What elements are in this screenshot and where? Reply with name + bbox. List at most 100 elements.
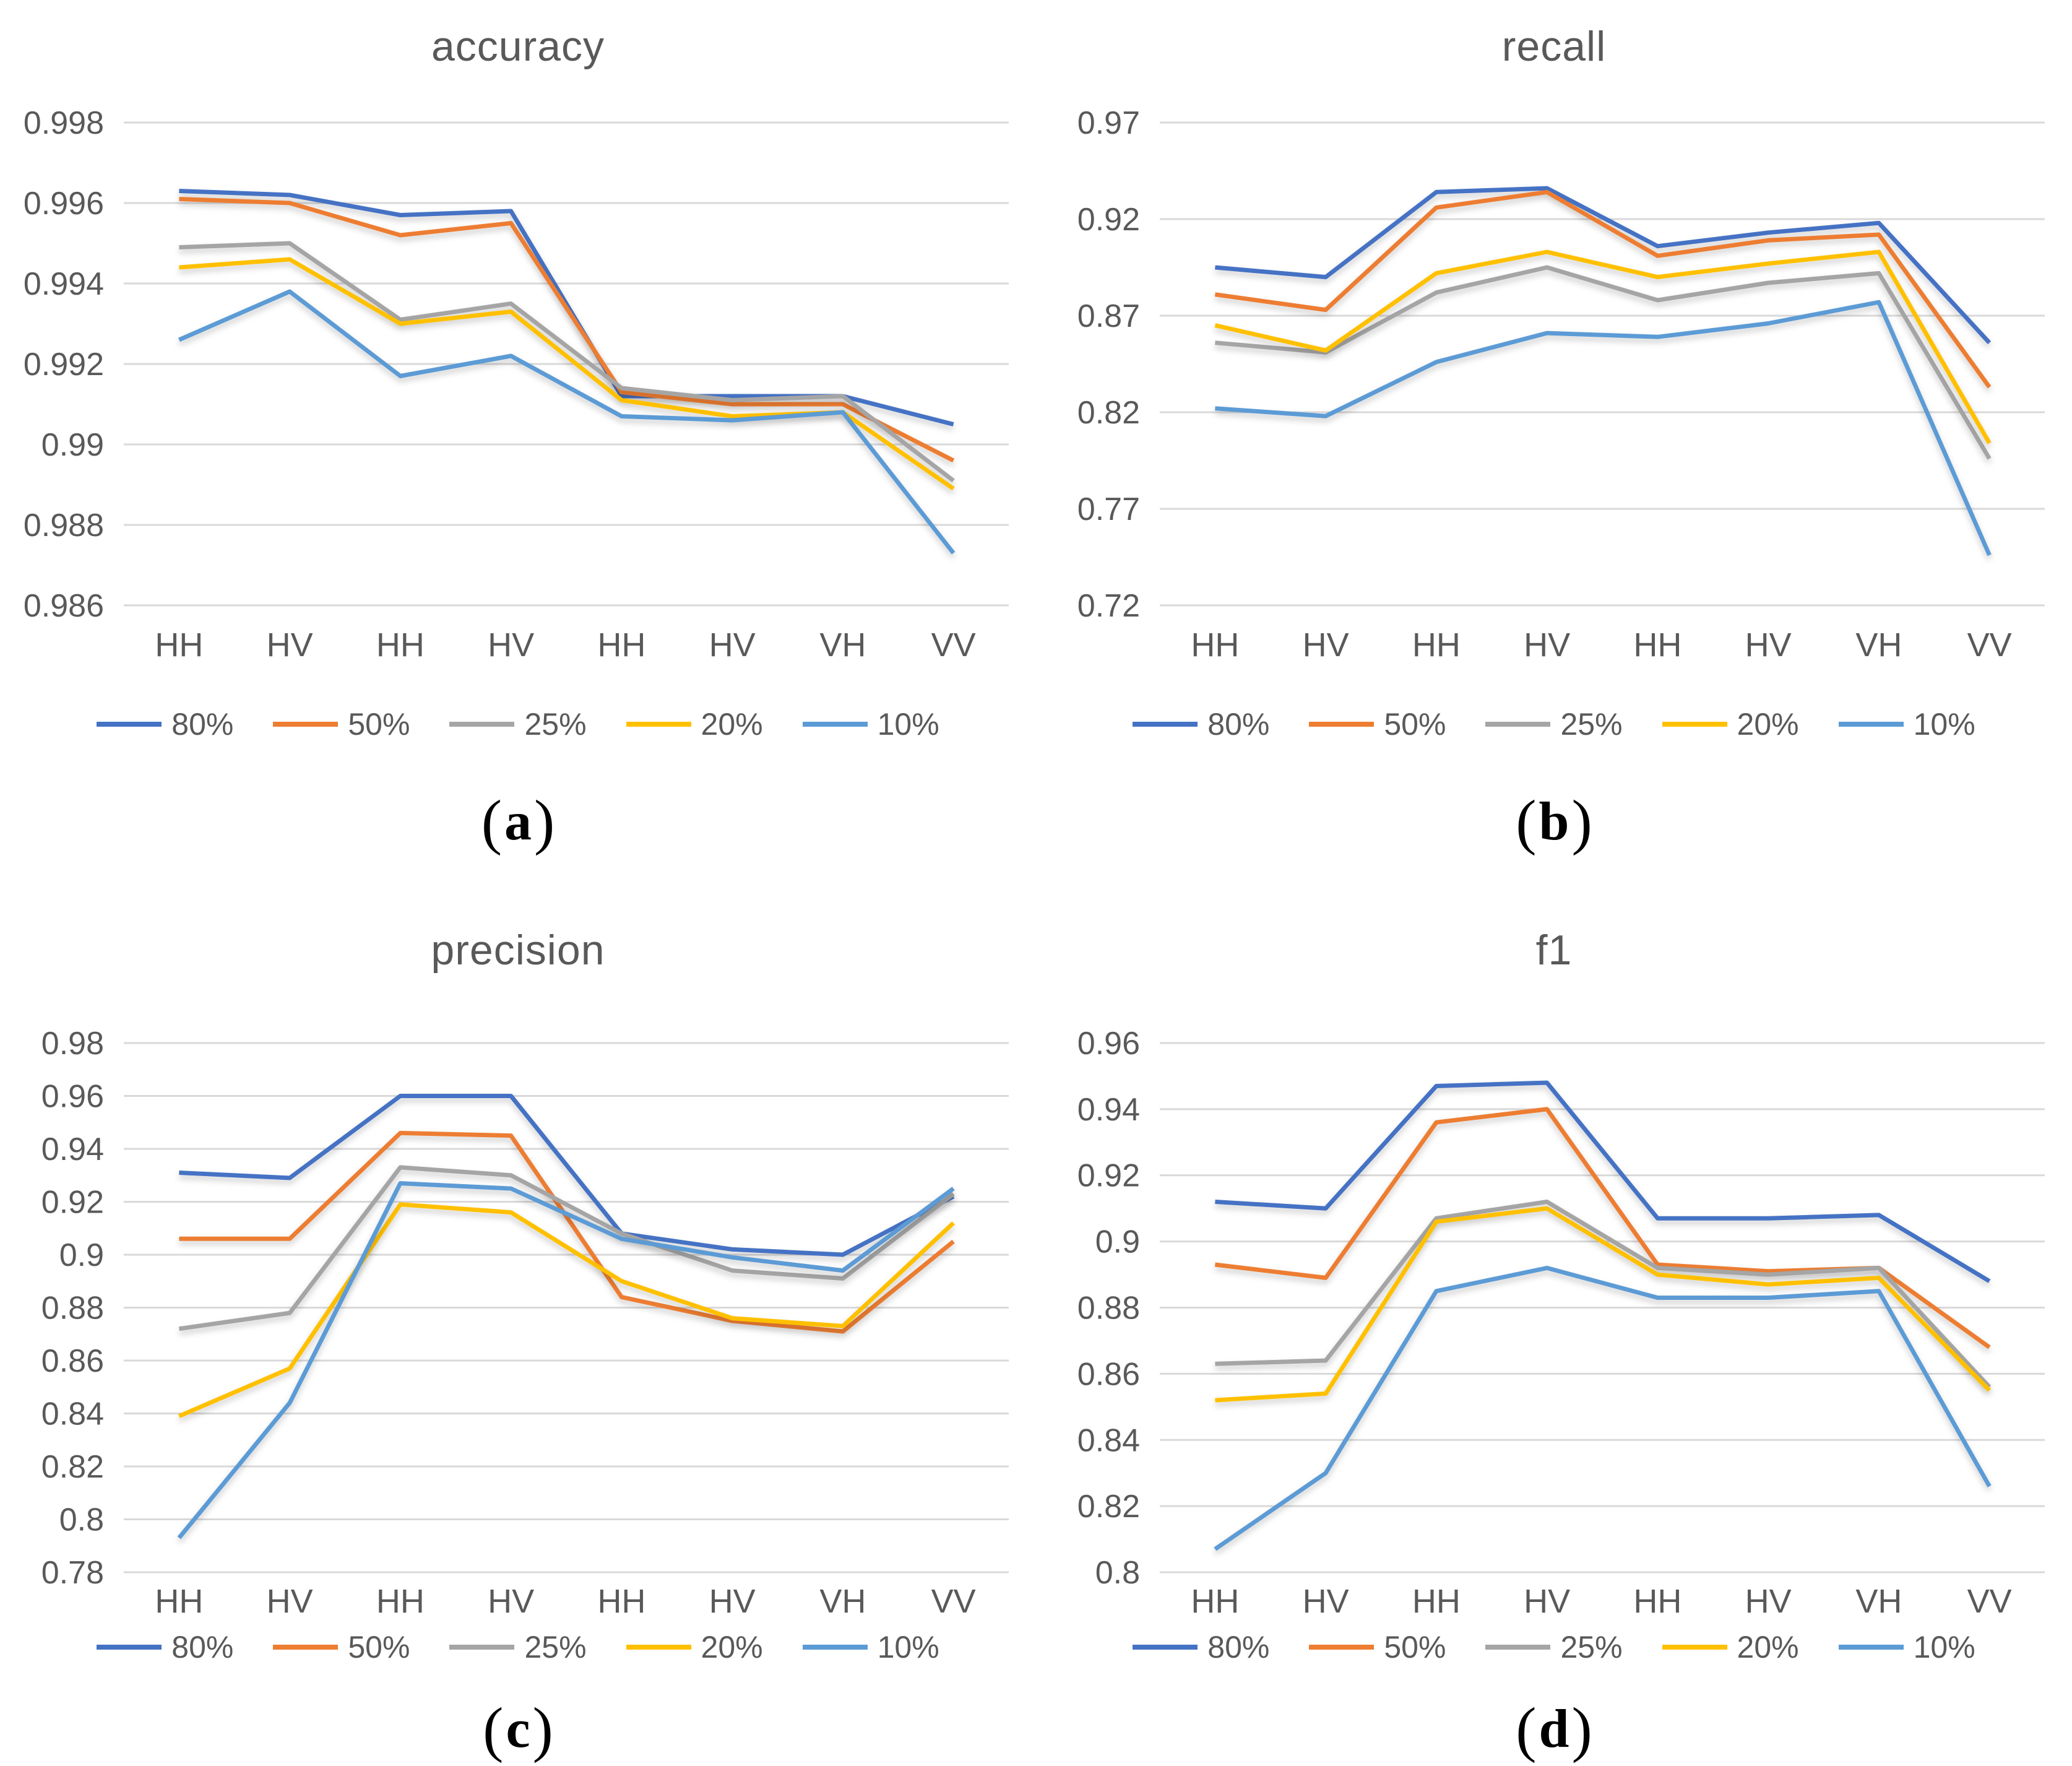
legend-item-80%: 80% [1133, 706, 1269, 742]
y-tick-label: 0.84 [1077, 1422, 1140, 1458]
caption-open-paren: ( [481, 787, 502, 856]
caption-open-paren: ( [1516, 1695, 1537, 1764]
x-tick-label: HV [1303, 626, 1349, 664]
y-tick-label: 0.72 [1077, 588, 1140, 624]
legend-label: 50% [1384, 1630, 1446, 1664]
caption-open-paren: ( [483, 1695, 504, 1764]
legend-label: 10% [1913, 1630, 1975, 1664]
legend-item-20%: 20% [1662, 1629, 1799, 1665]
x-tick-label: HH [1412, 1583, 1461, 1620]
x-tick-label: VV [931, 626, 976, 664]
y-tick-label: 0.77 [1077, 491, 1140, 527]
y-tick-label: 0.92 [1077, 202, 1140, 238]
caption-close-paren: ) [1571, 787, 1592, 856]
legend-item-10%: 10% [802, 706, 939, 742]
legend-item-80%: 80% [97, 1629, 233, 1665]
series-line-10% [177, 1181, 955, 1539]
legend-label: 80% [1207, 1630, 1270, 1664]
legend-swatch [1662, 722, 1727, 727]
legend-swatch [1838, 722, 1904, 727]
x-tick-label: HV [1524, 1583, 1570, 1620]
x-tick-label: VV [1967, 1583, 2012, 1620]
y-tick-label: 0.97 [1077, 105, 1140, 141]
y-tick-label: 0.82 [1077, 395, 1140, 431]
x-tick-label: HV [709, 1583, 756, 1620]
chart-title: f1 [1535, 927, 1573, 974]
legend-label: 50% [348, 1630, 410, 1664]
x-tick-label: HH [597, 1583, 645, 1620]
x-tick-label: HV [1303, 1583, 1349, 1620]
series-line-25% [1215, 1200, 1992, 1389]
caption-letter: d [1539, 1699, 1569, 1759]
y-tick-label: 0.986 [24, 588, 104, 624]
legend-label: 25% [524, 707, 587, 742]
plot-area: 0.98 0.96 0.94 0.92 0.9 0.88 0.86 0.84 0.82 0.8 0.… [41, 1028, 1009, 1620]
series-line-25% [1215, 265, 1992, 460]
series-line-80% [1215, 1080, 1991, 1283]
series-line-20% [178, 1202, 955, 1419]
x-tick-label: HV [709, 626, 756, 664]
x-tick-label: VH [1855, 626, 1902, 664]
y-tick-label: 0.82 [41, 1449, 104, 1485]
y-tick-label: 0.94 [1077, 1092, 1140, 1128]
caption-letter: a [504, 791, 532, 852]
legend-swatch [626, 722, 691, 727]
chart-title: precision [431, 927, 605, 974]
chart-title-block: f1 [1036, 867, 2072, 1028]
legend-label: 20% [701, 1630, 763, 1664]
caption-open-paren: ( [1516, 787, 1537, 856]
legend-item-50%: 50% [1309, 1629, 1446, 1665]
legend-swatch [97, 1645, 162, 1650]
x-tick-label: HV [267, 1583, 313, 1620]
legend-item-50%: 50% [273, 706, 410, 742]
legend-item-25%: 25% [1485, 1629, 1623, 1665]
legend-swatch [97, 722, 162, 727]
series-line-50% [179, 197, 955, 463]
series-line-25% [178, 1165, 955, 1331]
x-tick-label: VH [1855, 1583, 1902, 1620]
y-tick-label: 0.94 [41, 1132, 104, 1167]
legend-item-10%: 10% [802, 1629, 939, 1665]
legend: 80% 50% 25% 20% 10% [1036, 1622, 2072, 1693]
y-tick-label: 0.988 [24, 508, 104, 543]
series-line-10% [1215, 300, 1992, 556]
x-tick-label: HV [267, 626, 313, 664]
x-tick-label: HV [1745, 1583, 1792, 1620]
series-line-10% [178, 289, 956, 555]
legend-item-10%: 10% [1838, 706, 1975, 742]
legend-label: 80% [171, 1630, 234, 1664]
y-tick-label: 0.9 [1095, 1224, 1140, 1260]
y-tick-label: 0.88 [41, 1291, 104, 1327]
y-tick-label: 0.998 [24, 105, 104, 141]
legend-swatch [802, 1645, 868, 1650]
x-tick-label: HH [1191, 1583, 1239, 1620]
legend-item-20%: 20% [626, 1629, 763, 1665]
x-tick-label: HV [1745, 626, 1792, 664]
x-tick-label: VH [819, 1583, 866, 1620]
chart-card-precision: precision 0.98 0.96 0.94 0.92 0.9 0.88 0.86 0.8… [0, 867, 1036, 1766]
x-tick-label: HV [488, 1583, 534, 1620]
series-line-50% [179, 1130, 955, 1334]
legend: 80% 50% 25% 20% 10% [0, 672, 1036, 777]
legend: 80% 50% 25% 20% 10% [0, 1622, 1036, 1693]
legend-item-80%: 80% [97, 706, 233, 742]
legend-label: 25% [1560, 1630, 1623, 1664]
legend-label: 10% [877, 707, 939, 742]
chart-title-block: recall [1036, 0, 2072, 90]
x-tick-label: HH [1633, 1583, 1681, 1620]
y-tick-label: 0.9 [59, 1237, 104, 1273]
caption-close-paren: ) [1571, 1695, 1592, 1764]
y-tick-label: 0.84 [41, 1396, 104, 1432]
legend-label: 20% [1737, 707, 1799, 742]
chart-caption: (c) [0, 1693, 1036, 1766]
legend-label: 25% [524, 1630, 587, 1664]
chart-card-recall: recall 0.97 0.92 0.87 0.82 0.77 0.72 HH HV HH HV H… [1036, 0, 2072, 867]
x-tick-label: HV [1524, 626, 1570, 664]
legend-item-25%: 25% [1485, 706, 1623, 742]
legend-swatch [1485, 722, 1551, 727]
legend-swatch [1309, 1645, 1375, 1650]
series-line-10% [1214, 1265, 1992, 1551]
chart-caption: (d) [1036, 1693, 2072, 1766]
y-tick-label: 0.86 [1077, 1356, 1140, 1392]
